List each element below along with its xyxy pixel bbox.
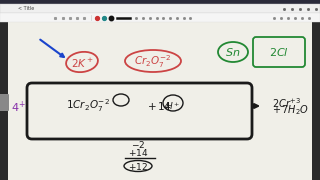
Text: < Title: < Title <box>18 6 34 11</box>
FancyBboxPatch shape <box>0 13 320 22</box>
Text: $4^{+}$: $4^{+}$ <box>11 99 25 115</box>
Text: $2Cr^{+3}$: $2Cr^{+3}$ <box>272 96 301 110</box>
FancyBboxPatch shape <box>0 94 9 111</box>
Text: $+\,7H_2O$: $+\,7H_2O$ <box>272 103 309 117</box>
Text: $Cr_2O_7^{-2}$: $Cr_2O_7^{-2}$ <box>134 54 172 70</box>
Text: $2K^+$: $2K^+$ <box>70 57 93 69</box>
FancyBboxPatch shape <box>0 22 8 180</box>
Text: $+12$: $+12$ <box>128 161 148 172</box>
FancyBboxPatch shape <box>0 0 320 4</box>
Text: $-2$: $-2$ <box>131 138 145 150</box>
Text: $+14$: $+14$ <box>128 147 148 159</box>
Text: $Sn$: $Sn$ <box>225 46 241 58</box>
FancyBboxPatch shape <box>0 4 320 13</box>
Text: $2Cl$: $2Cl$ <box>269 46 289 58</box>
Text: $1Cr_2O_7^{-2}$: $1Cr_2O_7^{-2}$ <box>66 98 110 114</box>
Text: $H^+$: $H^+$ <box>165 100 181 112</box>
FancyBboxPatch shape <box>312 22 320 180</box>
Text: $+\,14$: $+\,14$ <box>148 100 172 112</box>
